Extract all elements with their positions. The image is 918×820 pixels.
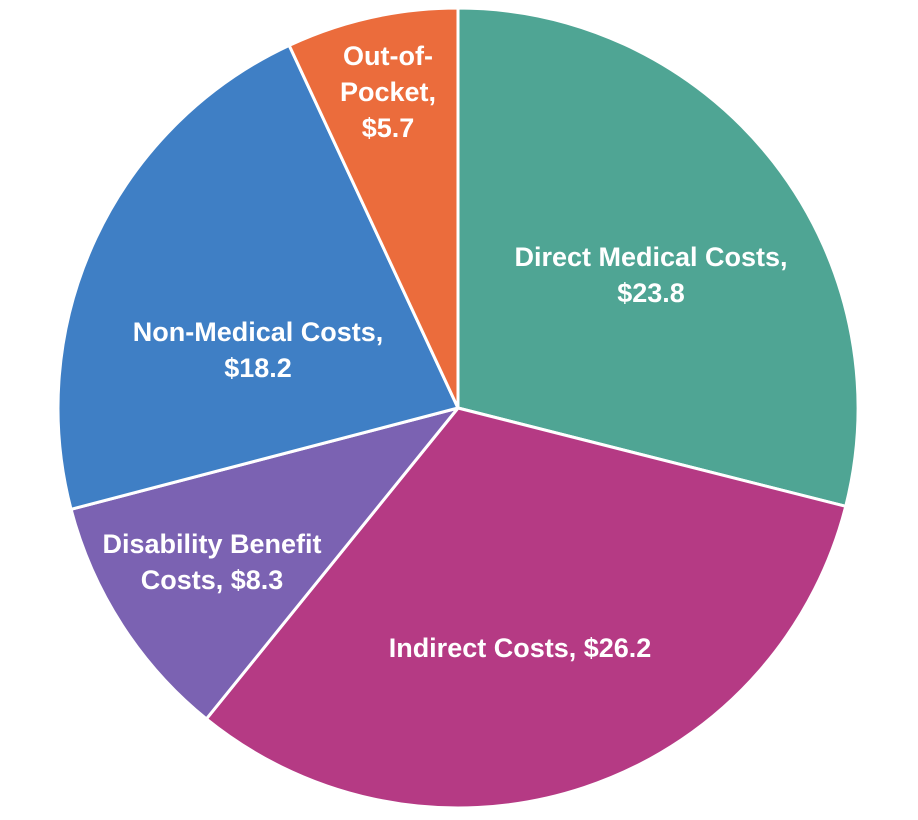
slice-label-disability: Disability Benefit Costs, $8.3	[102, 529, 322, 595]
slice-label-indirect: Indirect Costs, $26.2	[388, 633, 652, 663]
pie-slice-non-medical-costs	[56, 43, 460, 511]
pie-slice-disability-benefit-costs	[69, 406, 460, 721]
slice-label-direct-medical: Direct Medical Costs, $23.8	[514, 242, 788, 308]
slice-label-out-of-pocket: Out-of- Pocket, $5.7	[339, 41, 437, 143]
pie-slice-direct-medical-costs	[456, 6, 860, 508]
pie-slice-indirect-costs	[204, 406, 848, 810]
pie-slice-out-of-pocket	[287, 6, 460, 410]
slice-label-non-medical: Non-Medical Costs, $18.2	[132, 317, 384, 383]
